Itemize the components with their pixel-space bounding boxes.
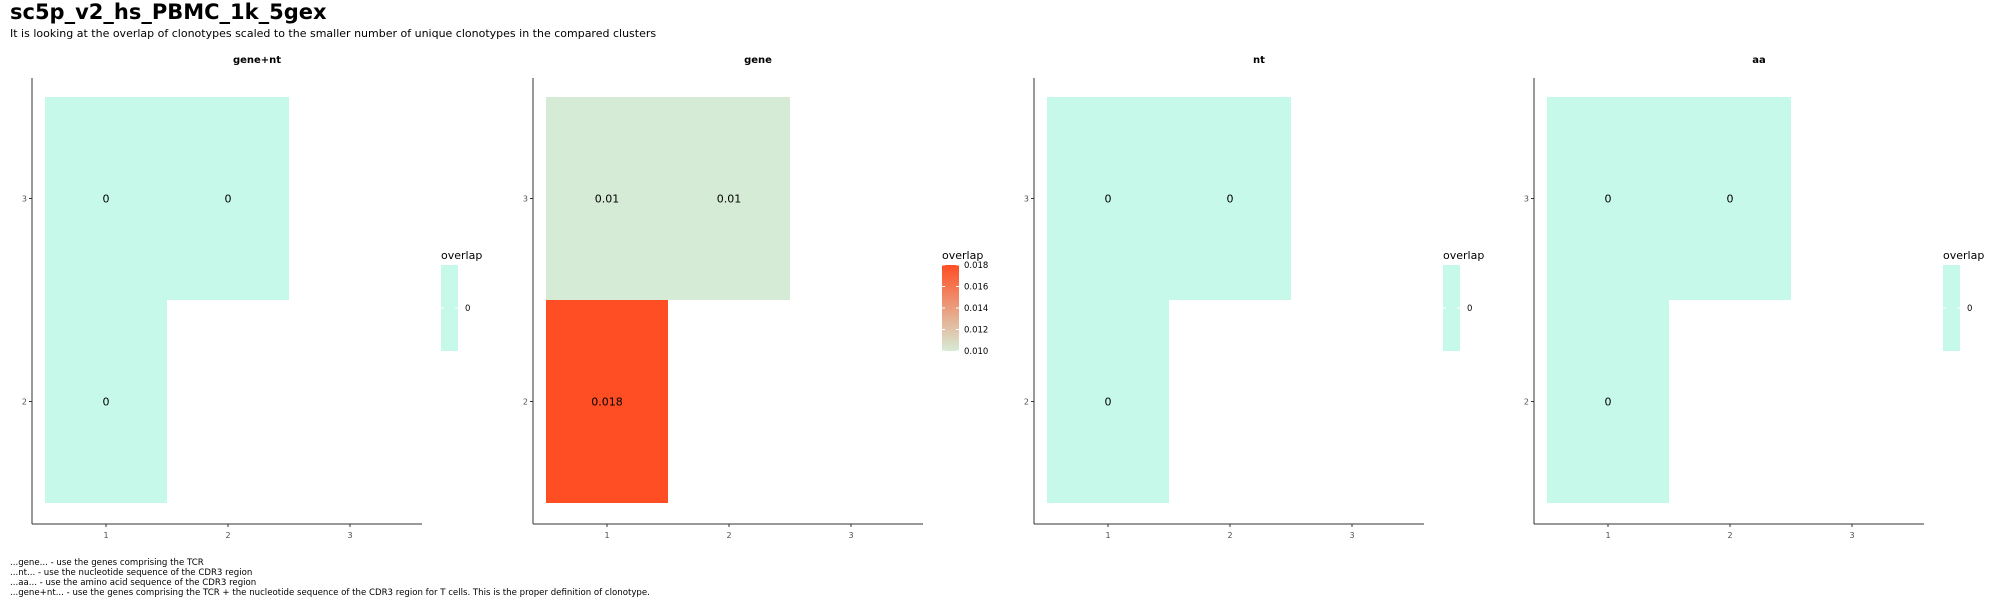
y-tick-label: 3 — [1524, 195, 1529, 204]
legend-colorbar — [441, 265, 458, 351]
legend-colorbar — [1443, 265, 1460, 351]
heatmap-cell — [1169, 97, 1291, 300]
footnote-nt: ...nt... - use the nucleotide sequence o… — [10, 568, 253, 578]
heatmap-cell — [1547, 300, 1669, 503]
x-tick-label: 3 — [1349, 531, 1354, 540]
legend-label: 0.012 — [964, 326, 988, 336]
y-tick-label: 2 — [1524, 398, 1529, 407]
panel-title: aa — [1752, 55, 1766, 66]
footnote-gene-nt: ...gene+nt... - use the genes comprising… — [10, 588, 650, 598]
heatmap-cell — [1669, 97, 1791, 300]
heatmap-cell — [45, 300, 167, 503]
cell-value-label: 0 — [1727, 193, 1734, 206]
cell-value-label: 0 — [1605, 396, 1612, 409]
heatmap-cell — [546, 97, 668, 300]
heatmap-cell — [546, 300, 668, 503]
page-title: sc5p_v2_hs_PBMC_1k_5gex — [10, 0, 327, 24]
legend-label: 0 — [1967, 304, 1972, 314]
y-tick-label: 2 — [523, 398, 528, 407]
page-subtitle: It is looking at the overlap of clonotyp… — [10, 27, 657, 40]
x-tick-label: 2 — [726, 531, 731, 540]
cell-value-label: 0.01 — [717, 193, 742, 206]
heatmap-cell — [45, 97, 167, 300]
x-tick-label: 2 — [1727, 531, 1732, 540]
legend-colorbar — [942, 265, 959, 351]
x-tick-label: 3 — [848, 531, 853, 540]
x-tick-label: 2 — [1227, 531, 1232, 540]
cell-value-label: 0 — [1605, 193, 1612, 206]
footnote-gene: ...gene... - use the genes comprising th… — [10, 558, 204, 568]
legend-label: 0 — [1467, 304, 1472, 314]
footnotes: ...gene... - use the genes comprising th… — [10, 558, 650, 598]
x-tick-label: 1 — [1105, 531, 1110, 540]
x-tick-label: 3 — [347, 531, 352, 540]
heatmap-cell — [668, 97, 790, 300]
cell-value-label: 0.01 — [595, 193, 620, 206]
legend-title: overlap — [1443, 249, 1484, 262]
cell-value-label: 0 — [103, 396, 110, 409]
heatmap-cell — [1047, 300, 1169, 503]
legend-title: overlap — [942, 249, 983, 262]
legend-title: overlap — [1943, 249, 1984, 262]
legend-label: 0 — [465, 304, 470, 314]
panel-title: gene — [744, 55, 772, 66]
footnote-aa: ...aa... - use the amino acid sequence o… — [10, 578, 257, 588]
cell-value-label: 0.018 — [591, 396, 623, 409]
heatmap-cell — [167, 97, 289, 300]
cell-value-label: 0 — [1227, 193, 1234, 206]
legend-label: 0.018 — [964, 261, 988, 271]
cell-value-label: 0 — [1105, 193, 1112, 206]
heatmap-cell — [1047, 97, 1169, 300]
panel-title: gene+nt — [233, 55, 281, 66]
legend-title: overlap — [441, 249, 482, 262]
y-tick-label: 3 — [22, 195, 27, 204]
x-tick-label: 3 — [1849, 531, 1854, 540]
cell-value-label: 0 — [103, 193, 110, 206]
legend-label: 0.014 — [964, 304, 988, 314]
x-tick-label: 1 — [1605, 531, 1610, 540]
legend-colorbar — [1943, 265, 1960, 351]
x-tick-label: 1 — [103, 531, 108, 540]
y-tick-label: 2 — [22, 398, 27, 407]
x-tick-label: 2 — [225, 531, 230, 540]
panel-title: nt — [1253, 55, 1265, 66]
x-tick-label: 1 — [604, 531, 609, 540]
legend-label: 0.016 — [964, 283, 988, 293]
y-tick-label: 3 — [523, 195, 528, 204]
cell-value-label: 0 — [225, 193, 232, 206]
y-tick-label: 2 — [1024, 398, 1029, 407]
cell-value-label: 0 — [1105, 396, 1112, 409]
legend-label: 0.010 — [964, 347, 988, 357]
y-tick-label: 3 — [1024, 195, 1029, 204]
heatmap-cell — [1547, 97, 1669, 300]
